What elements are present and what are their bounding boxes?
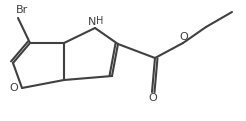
Text: O: O: [149, 93, 157, 103]
Text: Br: Br: [16, 5, 28, 15]
Text: O: O: [9, 83, 18, 93]
Text: N: N: [88, 17, 96, 27]
Text: H: H: [96, 16, 103, 26]
Text: O: O: [180, 32, 188, 42]
